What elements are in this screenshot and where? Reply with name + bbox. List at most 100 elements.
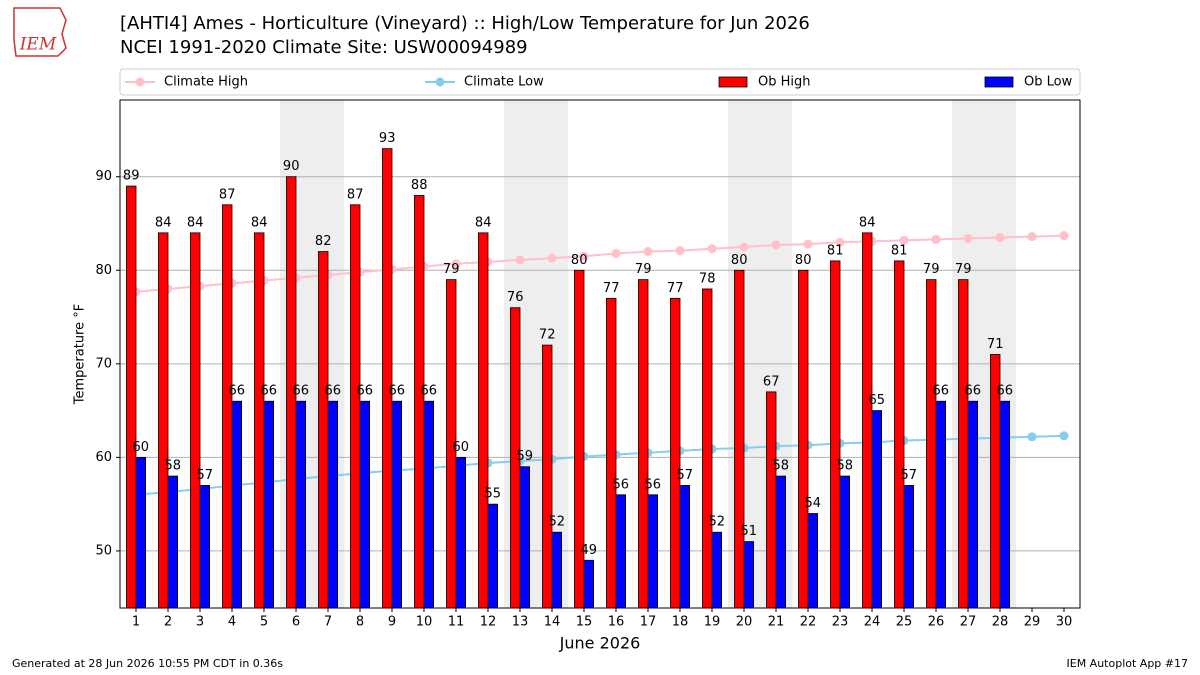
chart-subtitle: NCEI 1991-2020 Climate Site: USW00094989 bbox=[120, 37, 528, 58]
value-label: 71 bbox=[987, 337, 1004, 352]
x-tick-label: 17 bbox=[640, 615, 657, 630]
bar bbox=[711, 531, 723, 609]
bar bbox=[542, 344, 553, 609]
value-label: 66 bbox=[325, 384, 342, 399]
value-label: 66 bbox=[933, 384, 950, 399]
value-label: 58 bbox=[165, 459, 182, 474]
value-label: 67 bbox=[763, 374, 780, 389]
value-label: 79 bbox=[635, 262, 652, 277]
legend-marker bbox=[135, 77, 145, 87]
value-label: 80 bbox=[795, 253, 812, 268]
bar bbox=[423, 400, 435, 609]
value-label: 87 bbox=[219, 187, 236, 202]
bar bbox=[743, 541, 755, 609]
bar bbox=[455, 456, 467, 609]
x-tick-label: 23 bbox=[832, 615, 849, 630]
x-tick-label: 12 bbox=[480, 615, 497, 630]
y-tick-label: 70 bbox=[95, 356, 112, 371]
x-tick-label: 13 bbox=[512, 615, 529, 630]
point bbox=[1059, 431, 1069, 441]
bar bbox=[958, 279, 969, 609]
point bbox=[899, 235, 909, 245]
legend-label: Ob Low bbox=[1024, 75, 1073, 90]
y-axis-label: Temperature °F bbox=[73, 304, 88, 405]
value-label: 78 bbox=[699, 271, 716, 286]
bar bbox=[999, 400, 1011, 609]
value-label: 59 bbox=[517, 449, 534, 464]
bar bbox=[349, 204, 361, 609]
value-label: 66 bbox=[965, 384, 982, 399]
x-tick-label: 4 bbox=[228, 615, 236, 630]
value-label: 57 bbox=[901, 468, 918, 483]
x-tick-label: 22 bbox=[800, 615, 817, 630]
x-tick-label: 26 bbox=[928, 615, 945, 630]
y-tick-label: 90 bbox=[95, 169, 112, 184]
bar bbox=[734, 269, 745, 609]
value-label: 84 bbox=[475, 215, 492, 230]
value-label: 66 bbox=[229, 384, 246, 399]
x-tick-label: 29 bbox=[1024, 615, 1041, 630]
bar bbox=[798, 269, 809, 609]
value-label: 81 bbox=[891, 243, 908, 258]
bar bbox=[231, 400, 243, 609]
bar bbox=[381, 148, 393, 609]
point bbox=[675, 246, 685, 256]
value-label: 66 bbox=[357, 384, 374, 399]
value-label: 60 bbox=[133, 440, 150, 455]
value-label: 58 bbox=[773, 459, 790, 474]
bar bbox=[807, 513, 819, 609]
y-tick-label: 50 bbox=[95, 543, 112, 558]
x-tick-label: 21 bbox=[768, 615, 785, 630]
point bbox=[451, 259, 461, 269]
line bbox=[135, 434, 1065, 496]
value-label: 79 bbox=[923, 262, 940, 277]
y-tick-label: 80 bbox=[95, 263, 112, 278]
value-label: 66 bbox=[293, 384, 310, 399]
footer-right: IEM Autoplot App #17 bbox=[1067, 657, 1189, 670]
value-label: 81 bbox=[827, 243, 844, 258]
bar bbox=[647, 494, 659, 609]
value-label: 79 bbox=[955, 262, 972, 277]
value-label: 72 bbox=[539, 328, 556, 343]
bar bbox=[766, 391, 777, 609]
x-tick-label: 16 bbox=[608, 615, 625, 630]
y-tick-label: 60 bbox=[95, 450, 112, 465]
x-tick-label: 30 bbox=[1056, 615, 1073, 630]
bar bbox=[670, 297, 681, 609]
value-label: 76 bbox=[507, 290, 524, 305]
value-label: 54 bbox=[805, 496, 822, 511]
x-tick-label: 3 bbox=[196, 615, 204, 630]
value-label: 57 bbox=[677, 468, 694, 483]
x-tick-label: 1 bbox=[132, 615, 140, 630]
value-label: 87 bbox=[347, 187, 364, 202]
x-tick-label: 25 bbox=[896, 615, 913, 630]
value-label: 84 bbox=[859, 215, 876, 230]
value-label: 84 bbox=[187, 215, 204, 230]
value-label: 77 bbox=[603, 281, 620, 296]
bar bbox=[926, 279, 937, 609]
value-label: 66 bbox=[421, 384, 438, 399]
value-label: 57 bbox=[197, 468, 214, 483]
chart-title: [AHTI4] Ames - Horticulture (Vineyard) :… bbox=[120, 13, 810, 34]
value-label: 51 bbox=[741, 524, 758, 539]
x-tick-label: 24 bbox=[864, 615, 881, 630]
bar bbox=[317, 251, 329, 609]
value-label: 58 bbox=[837, 459, 854, 474]
legend-label: Ob High bbox=[758, 75, 811, 90]
value-label: 55 bbox=[485, 487, 502, 502]
bar bbox=[253, 232, 265, 609]
bar bbox=[638, 279, 649, 609]
legend-marker bbox=[435, 77, 445, 87]
bar bbox=[679, 485, 691, 609]
value-label: 56 bbox=[645, 477, 662, 492]
bar bbox=[519, 466, 531, 609]
value-label: 93 bbox=[379, 131, 396, 146]
legend-box bbox=[119, 68, 1081, 96]
value-label: 80 bbox=[731, 253, 748, 268]
x-tick-label: 28 bbox=[992, 615, 1009, 630]
footer-left: Generated at 28 Jun 2026 10:55 PM CDT in… bbox=[12, 657, 283, 670]
value-label: 60 bbox=[453, 440, 470, 455]
logo-text: IEM bbox=[19, 35, 57, 55]
x-tick-label: 27 bbox=[960, 615, 977, 630]
bar bbox=[263, 400, 275, 609]
